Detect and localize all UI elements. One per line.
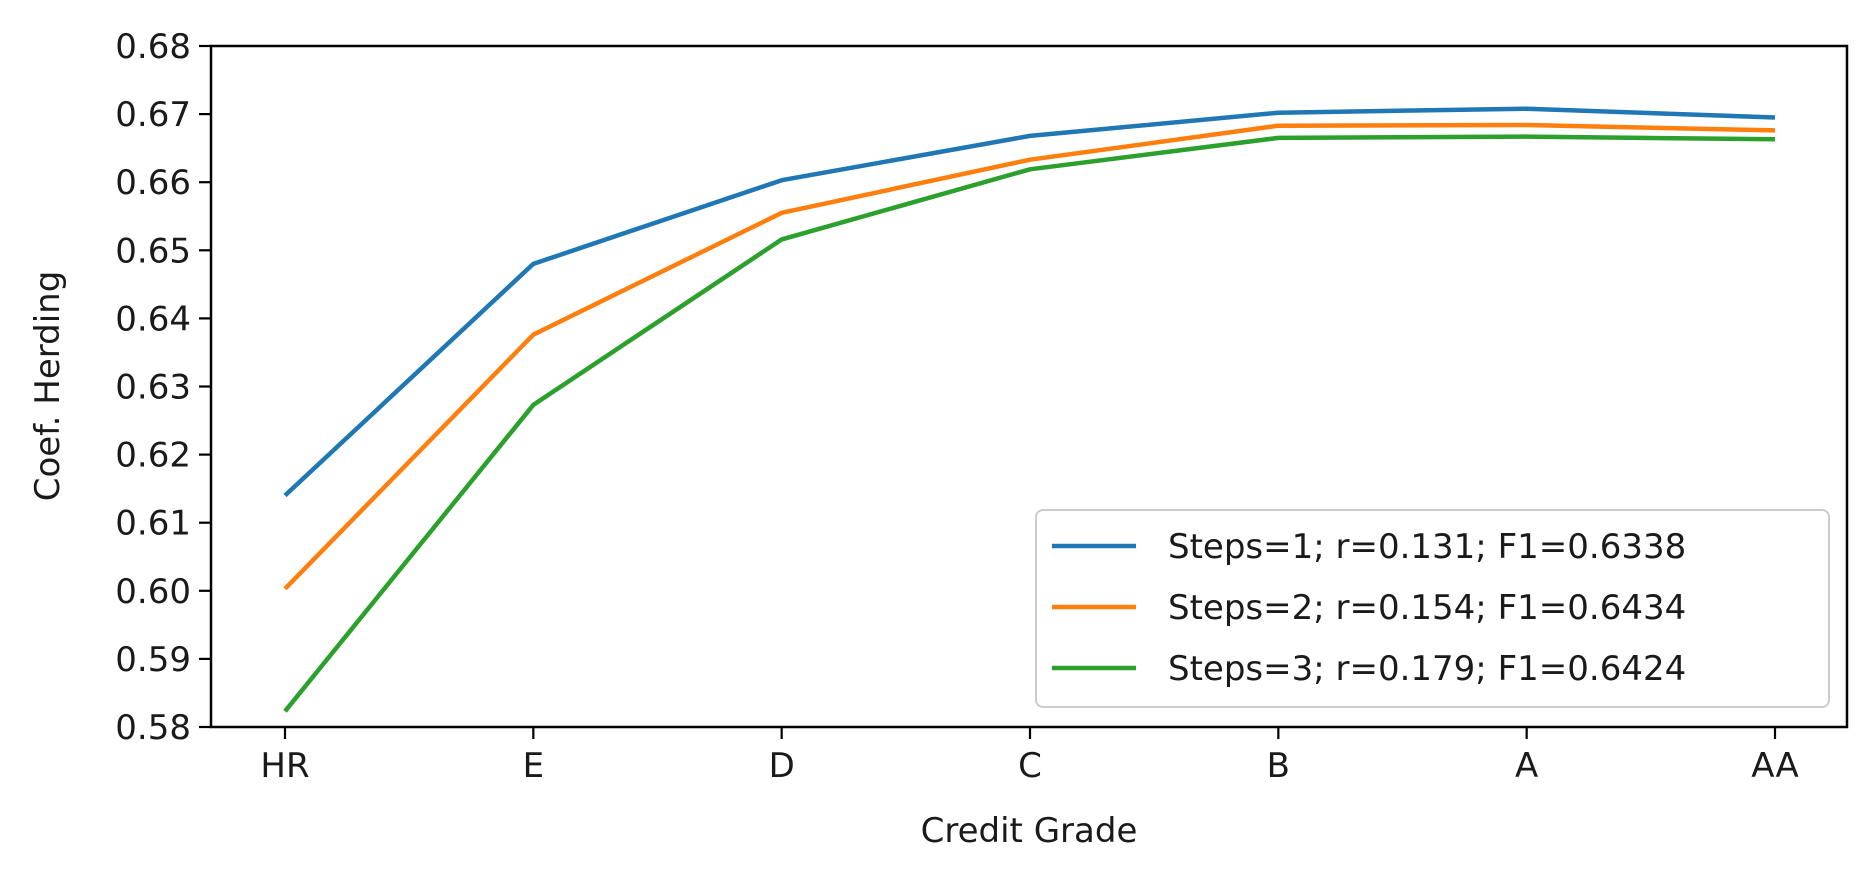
- y-tick-label: 0.66: [115, 163, 191, 203]
- y-tick-label: 0.67: [115, 95, 191, 135]
- series-line-1: [283, 106, 1776, 498]
- series-line-3: [283, 134, 1776, 713]
- y-tick-label: 0.65: [115, 231, 191, 271]
- x-tick-label: AA: [1751, 746, 1798, 786]
- legend: Steps=1; r=0.131; F1=0.6338 Steps=2; r=0.…: [1035, 509, 1830, 708]
- x-tick-label: D: [769, 746, 795, 786]
- x-tick-label: C: [1018, 746, 1042, 786]
- legend-label-3: Steps=3; r=0.179; F1=0.6424: [1168, 649, 1686, 689]
- legend-label-2: Steps=2; r=0.154; F1=0.6434: [1168, 588, 1686, 628]
- legend-label-1: Steps=1; r=0.131; F1=0.6338: [1168, 527, 1686, 567]
- y-tick-label: 0.60: [115, 572, 191, 612]
- y-tick-label: 0.59: [115, 640, 191, 680]
- x-tick-label: HR: [260, 746, 309, 786]
- legend-box: [1035, 509, 1830, 708]
- x-axis-label: Credit Grade: [921, 811, 1138, 851]
- x-axis-ticks: HR E D C B A AA: [260, 727, 1799, 786]
- x-tick-label: B: [1267, 746, 1290, 786]
- y-tick-label: 0.63: [115, 368, 191, 408]
- y-tick-label: 0.58: [115, 708, 191, 748]
- y-axis-ticks: 0.58 0.59 0.60 0.61 0.62 0.63 0.64 0.65 0.66 0.67…: [115, 27, 211, 748]
- y-tick-label: 0.61: [115, 504, 191, 544]
- y-axis-label: Coef. Herding: [28, 271, 68, 502]
- y-tick-label: 0.64: [115, 299, 191, 339]
- x-tick-label: A: [1515, 746, 1538, 786]
- x-tick-label: E: [523, 746, 544, 786]
- series-line-2: [283, 122, 1776, 591]
- series-layer: [283, 106, 1776, 713]
- y-tick-label: 0.62: [115, 436, 191, 476]
- y-tick-label: 0.68: [115, 27, 191, 67]
